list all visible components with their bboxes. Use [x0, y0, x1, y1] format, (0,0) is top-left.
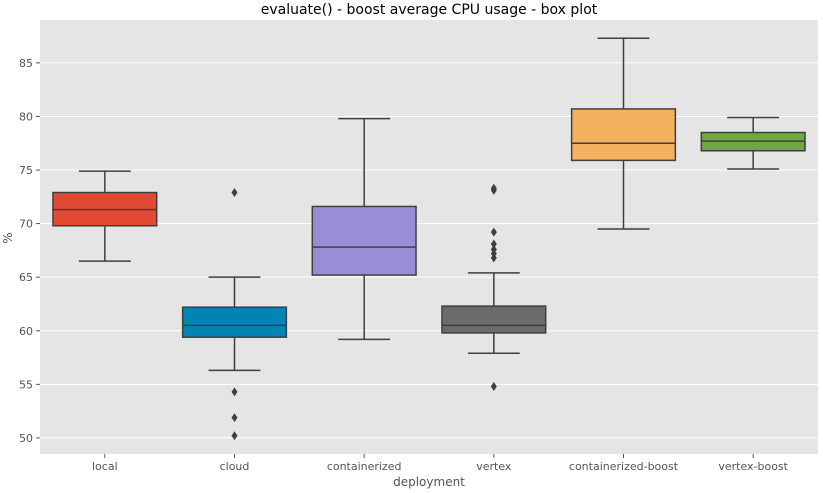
y-tick-label: 65 [19, 271, 33, 284]
y-axis: 50 55 60 65 70 75 80 85 [19, 57, 40, 445]
outlier-point [490, 185, 497, 195]
y-tick-label: 70 [19, 218, 33, 231]
outlier-point [231, 431, 238, 441]
box-containerized [311, 117, 417, 341]
outlier-point [490, 253, 497, 263]
box-local [52, 170, 158, 262]
y-tick-label: 85 [19, 57, 33, 70]
x-tick-label: vertex-boost [718, 460, 788, 473]
outlier-point [231, 387, 238, 397]
y-tick-label: 80 [19, 110, 33, 123]
y-tick-label: 60 [19, 325, 33, 338]
plot-background [40, 20, 818, 454]
outlier-point [490, 227, 497, 237]
box-iqr [441, 305, 547, 334]
y-tick-label: 55 [19, 378, 33, 391]
x-tick-label: containerized [327, 460, 402, 473]
x-tick-label: cloud [220, 460, 250, 473]
box-vertex-boost [700, 116, 806, 170]
x-tick-label: containerized-boost [569, 460, 679, 473]
box-cloud [181, 188, 288, 441]
outlier-point [490, 239, 497, 249]
box-iqr [311, 205, 417, 276]
outlier-point [490, 381, 497, 391]
y-axis-label: % [1, 232, 15, 243]
box-containerized-boost [570, 37, 677, 230]
boxes-layer [52, 37, 806, 441]
box-vertex [441, 183, 547, 391]
x-axis-label: deployment [393, 475, 465, 489]
outlier-point [231, 413, 238, 423]
y-tick-label: 75 [19, 164, 33, 177]
box-iqr [570, 108, 677, 162]
chart-title: evaluate() - boost average CPU usage - b… [261, 2, 598, 18]
box-iqr [181, 306, 288, 338]
x-axis: local cloud containerized vertex containeriz… [92, 454, 789, 473]
x-tick-label: vertex [476, 460, 512, 473]
y-tick-label: 50 [19, 432, 33, 445]
y-gridlines [40, 62, 818, 439]
outlier-point [231, 188, 238, 198]
x-tick-label: local [92, 460, 118, 473]
